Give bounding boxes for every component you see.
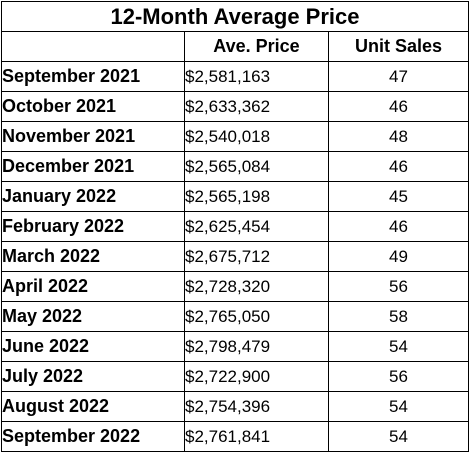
price-cell: $2,581,163 <box>184 61 329 92</box>
sales-cell: 46 <box>327 91 470 122</box>
table-row: May 2022 $2,765,050 58 <box>1 301 470 332</box>
sales-cell: 58 <box>327 301 470 332</box>
sales-cell: 54 <box>327 391 470 422</box>
price-cell: $2,798,479 <box>184 331 329 362</box>
month-cell: November 2021 <box>1 121 185 152</box>
month-cell: July 2022 <box>1 361 185 392</box>
sales-cell: 56 <box>327 271 470 302</box>
month-cell: January 2022 <box>1 181 185 212</box>
table-row: November 2021 $2,540,018 48 <box>1 121 470 152</box>
month-cell: February 2022 <box>1 211 185 242</box>
sales-cell: 54 <box>327 331 470 362</box>
sales-cell: 56 <box>327 361 470 392</box>
sales-cell: 45 <box>327 181 470 212</box>
month-cell: September 2022 <box>1 421 185 452</box>
table-row: January 2022 $2,565,198 45 <box>1 181 470 212</box>
price-cell: $2,728,320 <box>184 271 329 302</box>
header-row: Ave. Price Unit Sales <box>1 31 470 62</box>
table-title: 12-Month Average Price <box>0 1 470 32</box>
price-cell: $2,565,084 <box>184 151 329 182</box>
month-cell: April 2022 <box>1 271 185 302</box>
table-row: December 2021 $2,565,084 46 <box>1 151 470 182</box>
month-cell: December 2021 <box>1 151 185 182</box>
sales-cell: 47 <box>327 61 470 92</box>
table-row: February 2022 $2,625,454 46 <box>1 211 470 242</box>
sales-cell: 46 <box>327 151 470 182</box>
month-cell: September 2021 <box>1 61 185 92</box>
table-row: June 2022 $2,798,479 54 <box>1 331 470 362</box>
header-unit-sales: Unit Sales <box>327 31 470 62</box>
price-cell: $2,675,712 <box>184 241 329 272</box>
table-row: April 2022 $2,728,320 56 <box>1 271 470 302</box>
table-row: October 2021 $2,633,362 46 <box>1 91 470 122</box>
month-cell: May 2022 <box>1 301 185 332</box>
table-row: September 2021 $2,581,163 47 <box>1 61 470 92</box>
header-ave-price: Ave. Price <box>184 31 329 62</box>
sales-cell: 49 <box>327 241 470 272</box>
table-row: September 2022 $2,761,841 54 <box>1 421 470 452</box>
month-cell: March 2022 <box>1 241 185 272</box>
price-cell: $2,765,050 <box>184 301 329 332</box>
price-cell: $2,565,198 <box>184 181 329 212</box>
header-month <box>1 31 185 62</box>
price-cell: $2,722,900 <box>184 361 329 392</box>
sales-cell: 46 <box>327 211 470 242</box>
sales-cell: 54 <box>327 421 470 452</box>
month-cell: June 2022 <box>1 331 185 362</box>
price-cell: $2,754,396 <box>184 391 329 422</box>
month-cell: August 2022 <box>1 391 185 422</box>
month-cell: October 2021 <box>1 91 185 122</box>
title-row: 12-Month Average Price <box>0 1 470 32</box>
sales-cell: 48 <box>327 121 470 152</box>
price-cell: $2,625,454 <box>184 211 329 242</box>
price-cell: $2,761,841 <box>184 421 329 452</box>
table-row: July 2022 $2,722,900 56 <box>1 361 470 392</box>
price-cell: $2,633,362 <box>184 91 329 122</box>
table-row: August 2022 $2,754,396 54 <box>1 391 470 422</box>
table-row: March 2022 $2,675,712 49 <box>1 241 470 272</box>
price-cell: $2,540,018 <box>184 121 329 152</box>
